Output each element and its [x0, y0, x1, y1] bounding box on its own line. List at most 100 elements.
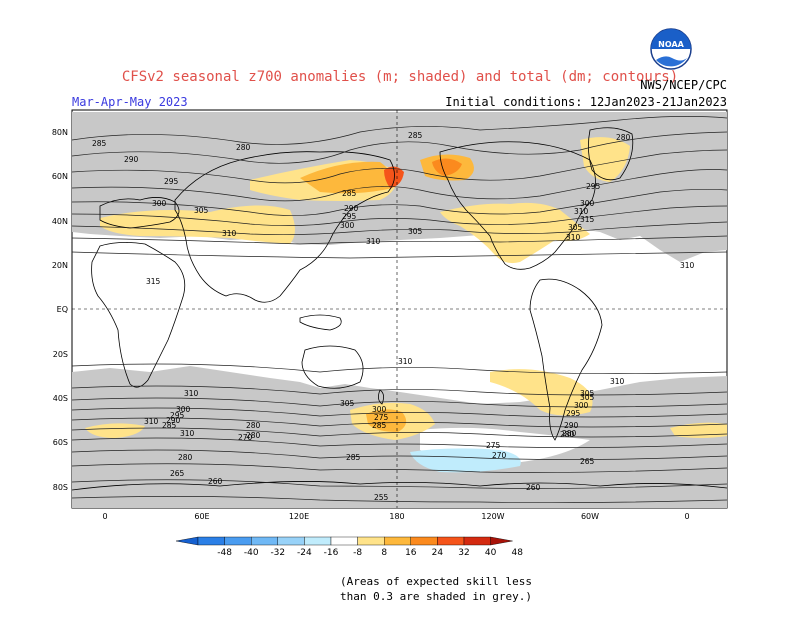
contour-label: 285 — [162, 421, 177, 430]
map-panel: 285 280 290 295 285 300 305 310 310 310 … — [71, 109, 728, 509]
contour-label: 290 — [124, 155, 139, 164]
lat-label: 80N — [52, 128, 68, 137]
contour-label: 285 — [92, 139, 107, 148]
contour-label: 305 — [408, 227, 423, 236]
anomaly-pos-na — [440, 202, 590, 264]
lat-label: 80S — [53, 483, 68, 492]
skill-note-line1: (Areas of expected skill less — [340, 575, 532, 588]
colorbar-label: 24 — [432, 548, 444, 558]
lat-label: 60N — [52, 172, 68, 181]
lat-label: 20N — [52, 261, 68, 270]
init-conditions-label: Initial conditions: 12Jan2023-21Jan2023 — [445, 95, 727, 109]
contour-label: 300 — [152, 199, 167, 208]
lon-label: 180 — [389, 512, 404, 521]
contour-label: 260 — [526, 483, 541, 492]
lon-label: 60W — [581, 512, 599, 521]
contour-label: 295 — [586, 182, 601, 191]
contour-label: 280 — [562, 429, 577, 438]
contour-label: 270 — [492, 451, 507, 460]
contour-label: 280 — [178, 453, 193, 462]
lat-label: 40S — [53, 394, 68, 403]
contour-label: 300 — [176, 405, 191, 414]
colorbar-swatch — [250, 536, 278, 546]
colorbar-label: 40 — [485, 548, 497, 558]
colorbar-label: -24 — [297, 548, 312, 558]
contour-label: 305 — [568, 223, 583, 232]
contour-label: 280 — [246, 421, 261, 430]
contour-label: 300 — [372, 405, 387, 414]
colorbar-label: -8 — [353, 548, 362, 558]
colorbar-swatch — [277, 536, 305, 546]
season-label: Mar-Apr-May 2023 — [72, 95, 188, 109]
contour-label: 295 — [170, 411, 185, 420]
contour-label: 310 — [180, 429, 195, 438]
colorbar-label: 8 — [381, 548, 387, 558]
contour-label: 300 — [580, 199, 595, 208]
colorbar-swatch — [437, 536, 465, 546]
lat-label: EQ — [57, 305, 68, 314]
lon-label: 0 — [684, 512, 689, 521]
contour-label: 260 — [208, 477, 223, 486]
contour-label: 305 — [340, 399, 355, 408]
contour-label: 275 — [486, 441, 501, 450]
grid-lines — [72, 110, 727, 508]
anomaly-pos-satlantic — [670, 422, 727, 438]
contour-label: 310 — [222, 229, 237, 238]
agency-label: NWS/NCEP/CPC — [640, 78, 727, 92]
contour-label: 305 — [194, 206, 209, 215]
contour-label: 275 — [374, 413, 389, 422]
contour-label: 310 — [144, 417, 159, 426]
colorbar-arrow-left — [175, 536, 199, 546]
anomaly-pos-eurasia — [100, 205, 295, 244]
colorbar-swatch — [410, 536, 438, 546]
contour-label: 310 — [398, 357, 413, 366]
contour-label: 280 — [560, 430, 575, 439]
colorbar-label: 48 — [511, 548, 523, 558]
contour-label: 315 — [146, 277, 161, 286]
colorbar-swatch — [384, 536, 412, 546]
colorbar-swatch — [304, 536, 332, 546]
contour-label: 310 — [366, 237, 381, 246]
contour-label: 285 — [408, 131, 423, 140]
lon-label: 120W — [481, 512, 504, 521]
anomaly-pos-siberia-2 — [300, 161, 393, 194]
noaa-logo: NOAA — [650, 28, 692, 70]
map-title: CFSv2 seasonal z700 anomalies (m; shaded… — [122, 69, 678, 85]
contour-label: 300 — [574, 401, 589, 410]
contour-label: 310 — [574, 207, 589, 216]
colorbar-swatch — [357, 536, 385, 546]
nh-contours — [71, 116, 728, 259]
contour-label: 310 — [184, 389, 199, 398]
colorbar-swatch — [224, 536, 252, 546]
contour-label: 285 — [346, 453, 361, 462]
contour-label: 285 — [342, 189, 357, 198]
contour-label: 280 — [246, 431, 261, 440]
contour-label: 300 — [340, 221, 355, 230]
contour-label: 305 — [580, 393, 595, 402]
coastlines — [71, 127, 728, 491]
colorbar-swatch — [330, 536, 358, 546]
colorbar-label: -16 — [324, 548, 339, 558]
nh-contour-labels: 285 280 290 295 285 300 305 310 310 310 … — [92, 131, 695, 366]
skill-note-line2: than 0.3 are shaded in grey.) — [340, 590, 532, 603]
lat-axis: 80N 60N 40N 20N EQ 20S 40S 60S 80S — [52, 128, 68, 492]
contour-label: 290 — [564, 421, 579, 430]
contour-label: 295 — [164, 177, 179, 186]
colorbar-swatch — [197, 536, 225, 546]
contour-label: 255 — [374, 493, 389, 502]
sh-contours — [71, 363, 728, 504]
svg-text:NOAA: NOAA — [658, 40, 684, 49]
contour-label: 310 — [566, 233, 581, 242]
colorbar: -48 -40 -32 -24 -16 -8 8 16 24 32 40 48 — [175, 536, 523, 558]
contour-label: 310 — [680, 261, 695, 270]
sh-contour-labels: 310 310 305 300 295 290 285 280 275 270 … — [144, 377, 625, 502]
lon-label: 0 — [102, 512, 107, 521]
contour-label: 305 — [580, 389, 595, 398]
colorbar-arrow-right — [490, 536, 513, 546]
lon-label: 120E — [289, 512, 309, 521]
lon-axis: 0 60E 120E 180 120W 60W 0 — [102, 512, 689, 521]
contour-label: 265 — [170, 469, 185, 478]
colorbar-label: 16 — [405, 548, 417, 558]
contour-label: 270 — [238, 433, 253, 442]
